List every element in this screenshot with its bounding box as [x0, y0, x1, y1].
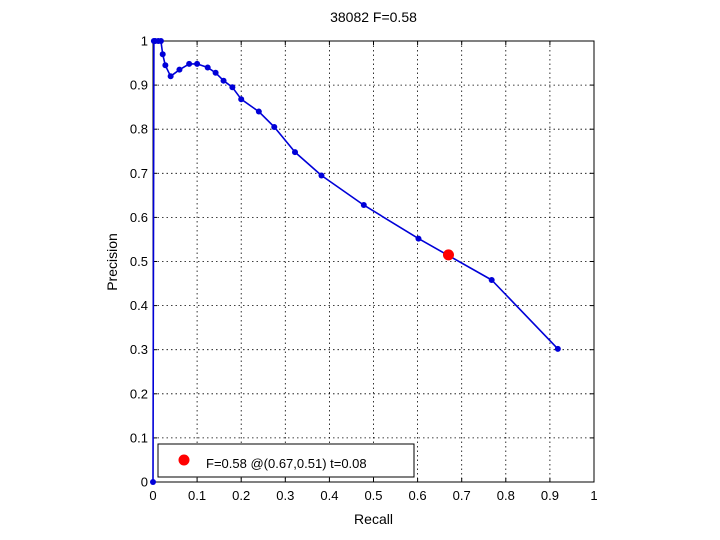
x-tick-label: 0.7	[453, 488, 471, 503]
legend: F=0.58 @(0.67,0.51) t=0.08	[157, 443, 415, 478]
pr-curve-point	[186, 60, 193, 67]
pr-curve-point	[488, 277, 495, 284]
pr-curve-point	[271, 123, 278, 130]
axis-ticks: 0 0.1 0.2 0.3 0.4 0.5 0.6 0.7 0.8 0.9 1 0 0.1 0.2 0.3 0…	[130, 34, 598, 504]
pr-curve-point	[220, 77, 227, 84]
y-tick-label: 0.7	[130, 166, 148, 181]
pr-curve-point	[415, 235, 422, 242]
pr-curve-point	[255, 108, 262, 115]
x-tick-label: 0.6	[409, 488, 427, 503]
pr-curve-point	[167, 73, 174, 80]
x-tick-label: 0.4	[320, 488, 338, 503]
y-tick-label: 0.8	[130, 122, 148, 137]
pr-curve-point	[229, 84, 236, 91]
pr-curve-point	[204, 64, 211, 71]
pr-curve-point	[292, 149, 299, 156]
x-tick-label: 0.3	[276, 488, 294, 503]
x-tick-label: 1	[590, 488, 597, 503]
x-tick-label: 0.8	[497, 488, 515, 503]
pr-curve-point	[318, 172, 325, 179]
grid-lines	[153, 41, 594, 482]
x-tick-label: 0.5	[364, 488, 382, 503]
series-layer	[150, 38, 561, 485]
x-tick-label: 0.2	[232, 488, 250, 503]
chart-title: 38082 F=0.58	[330, 9, 417, 25]
y-tick-label: 0.6	[130, 210, 148, 225]
y-tick-label: 0.9	[130, 78, 148, 93]
y-tick-label: 0	[141, 475, 148, 490]
y-tick-label: 0.3	[130, 342, 148, 357]
x-tick-label: 0.9	[541, 488, 559, 503]
y-tick-label: 0.5	[130, 254, 148, 269]
pr-curve-point	[157, 38, 164, 44]
legend-marker	[178, 454, 190, 466]
pr-curve-point	[554, 345, 561, 352]
pr-curve-point	[212, 69, 219, 76]
x-axis-label: Recall	[354, 511, 393, 527]
best-f-point	[442, 249, 454, 261]
x-tick-label: 0.1	[188, 488, 206, 503]
y-tick-label: 0.2	[130, 386, 148, 401]
pr-curve-point	[194, 60, 201, 67]
pr-curve-point	[159, 51, 166, 58]
y-axis-label: Precision	[104, 233, 120, 291]
pr-curve-point	[360, 202, 367, 209]
y-tick-label: 0.4	[130, 298, 148, 313]
pr-curve-point	[238, 96, 245, 103]
pr-curve-point	[162, 62, 169, 69]
y-tick-label: 0.1	[130, 430, 148, 445]
x-tick-label: 0	[149, 488, 156, 503]
y-tick-label: 1	[141, 34, 148, 49]
legend-box	[157, 443, 415, 478]
pr-curve-point	[176, 66, 183, 73]
legend-label: F=0.58 @(0.67,0.51) t=0.08	[206, 456, 367, 471]
pr-curve-point	[150, 479, 156, 485]
